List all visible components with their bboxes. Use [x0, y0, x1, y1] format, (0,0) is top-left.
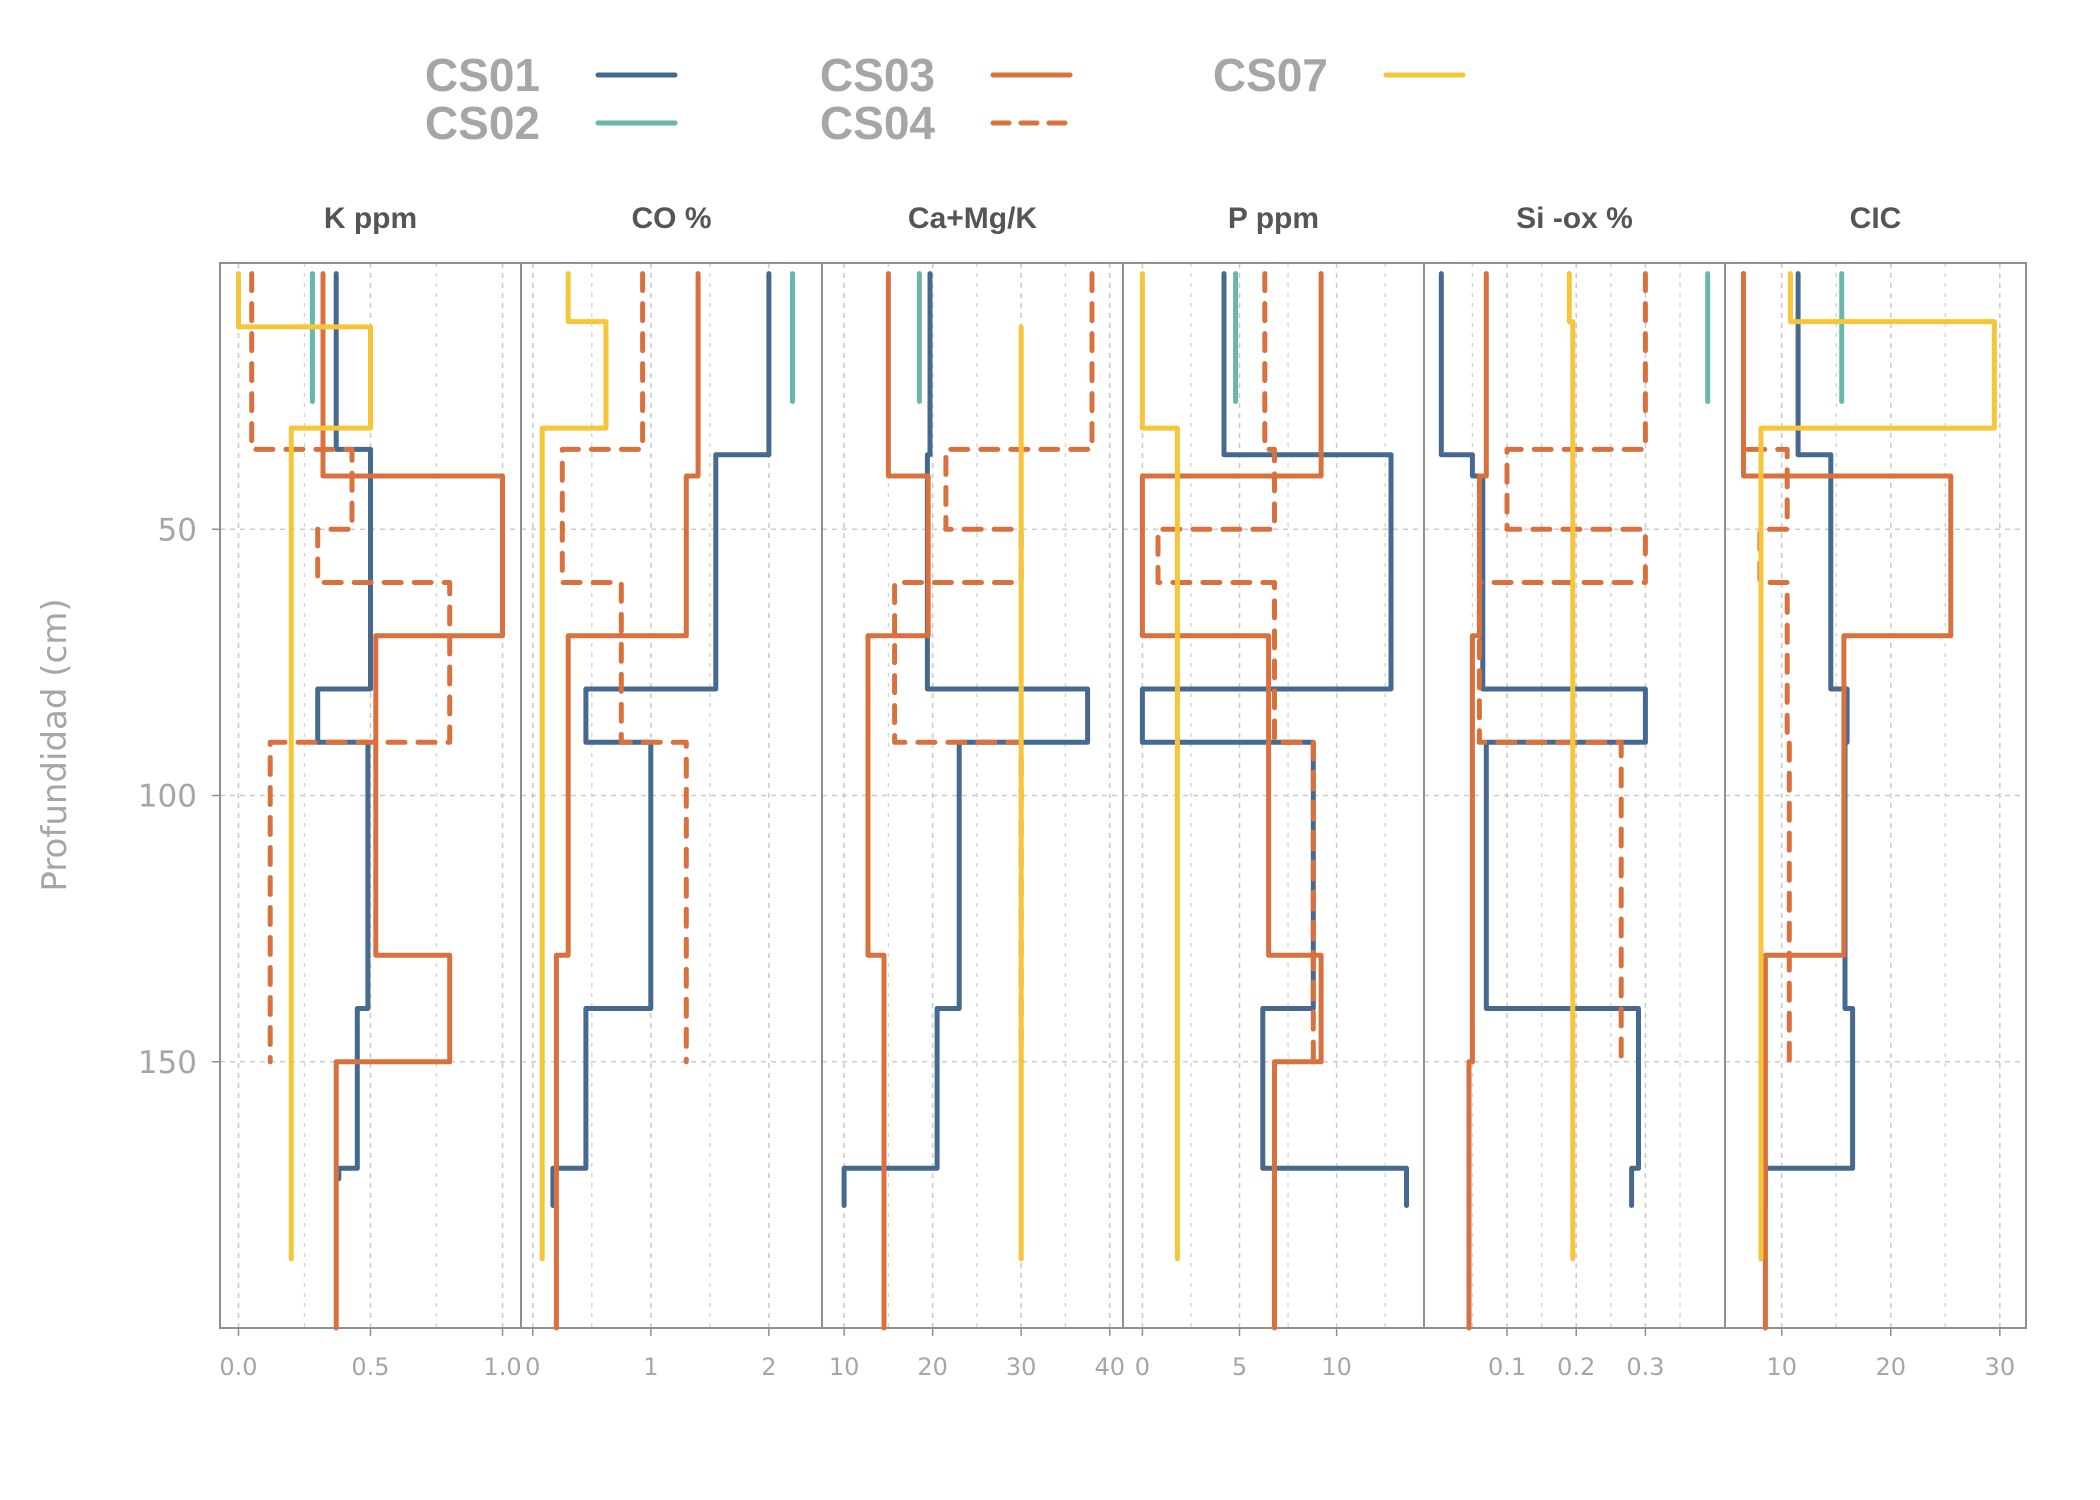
panel-cic: CIC 10 20 30 — [1724, 202, 2027, 1381]
legend-label-cs03: CS03 — [820, 49, 935, 101]
panel-co: CO % 0 1 2 — [520, 202, 823, 1381]
x-tick-label: 30 — [1006, 1353, 1037, 1381]
series-line-cs04 — [1476, 271, 1648, 1065]
series-line-cs04 — [892, 271, 1095, 1065]
series-line-cs07 — [236, 271, 373, 1262]
legend-label-cs02: CS02 — [425, 97, 540, 149]
x-tick-label: 40 — [1094, 1353, 1125, 1381]
series-line-cs01 — [1139, 271, 1409, 1208]
series-line-cs01 — [1762, 271, 1856, 1208]
y-tick-label: 50 — [158, 512, 197, 548]
x-tick-label: 0.5 — [351, 1353, 389, 1381]
panel-title: Ca+Mg/K — [908, 202, 1038, 235]
x-tick-label: 0.1 — [1488, 1353, 1526, 1381]
series-line-cs07 — [1139, 271, 1180, 1262]
x-tick-label: 5 — [1232, 1353, 1247, 1381]
series-line-cs01 — [550, 271, 772, 1208]
series-line-cs04 — [559, 271, 689, 1065]
x-tick-label: 0 — [1135, 1353, 1150, 1381]
panel-title: CIC — [1850, 202, 1902, 235]
x-tick-label: 0 — [525, 1353, 540, 1381]
x-tick-label: 20 — [917, 1353, 948, 1381]
x-tick-label: 0.0 — [219, 1353, 257, 1381]
panel-title: P ppm — [1228, 202, 1319, 235]
x-tick-label: 20 — [1875, 1353, 1906, 1381]
panel-title: K ppm — [324, 202, 417, 235]
x-tick-label: 10 — [1766, 1353, 1797, 1381]
panel-p-ppm: P ppm 0 5 10 — [1122, 202, 1425, 1381]
series-line-cs07 — [1566, 271, 1576, 1262]
panel-k-ppm: K ppm 0.0 0.5 1.0 — [219, 202, 522, 1381]
series-line-cs03 — [1139, 271, 1324, 1331]
series-line-cs04 — [1741, 271, 1792, 1065]
panel-si-ox: Si -ox % 0.1 0.2 0.3 — [1423, 202, 1726, 1381]
legend-label-cs07: CS07 — [1213, 49, 1328, 101]
x-tick-label: 1.0 — [483, 1353, 521, 1381]
legend-label-cs04: CS04 — [820, 97, 935, 149]
series-line-cs03 — [865, 271, 931, 1331]
x-tick-label: 1 — [643, 1353, 658, 1381]
x-tick-label: 30 — [1985, 1353, 2016, 1381]
series-line-cs04 — [249, 271, 453, 1065]
panel-ca-mg-k: Ca+Mg/K 10 20 30 40 — [821, 202, 1125, 1381]
panel-border — [1724, 262, 2027, 1329]
panel-title: CO % — [631, 202, 711, 235]
legend-label-cs01: CS01 — [425, 49, 540, 101]
series-line-cs04 — [1155, 271, 1316, 1065]
series-line-cs07 — [1758, 271, 1997, 1262]
x-tick-label: 0.2 — [1557, 1353, 1595, 1381]
series-line-cs03 — [553, 271, 701, 1331]
y-axis: 50 100 150 — [138, 512, 220, 1081]
panel-title: Si -ox % — [1516, 202, 1633, 235]
series-line-cs03 — [320, 271, 505, 1331]
series-line-cs01 — [1438, 271, 1648, 1208]
series-line-cs01 — [315, 271, 373, 1182]
series-line-cs03 — [1741, 271, 1954, 1331]
series-line-cs07 — [539, 271, 609, 1262]
x-tick-label: 10 — [1321, 1353, 1352, 1381]
x-tick-label: 2 — [761, 1353, 776, 1381]
y-tick-label: 150 — [138, 1045, 197, 1081]
x-tick-label: 10 — [829, 1353, 860, 1381]
y-axis-title: Profundidad (cm) — [35, 598, 75, 891]
y-tick-label: 100 — [138, 779, 197, 815]
series-line-cs03 — [1466, 271, 1489, 1331]
series-line-cs01 — [841, 271, 1091, 1208]
x-tick-label: 0.3 — [1626, 1353, 1664, 1381]
